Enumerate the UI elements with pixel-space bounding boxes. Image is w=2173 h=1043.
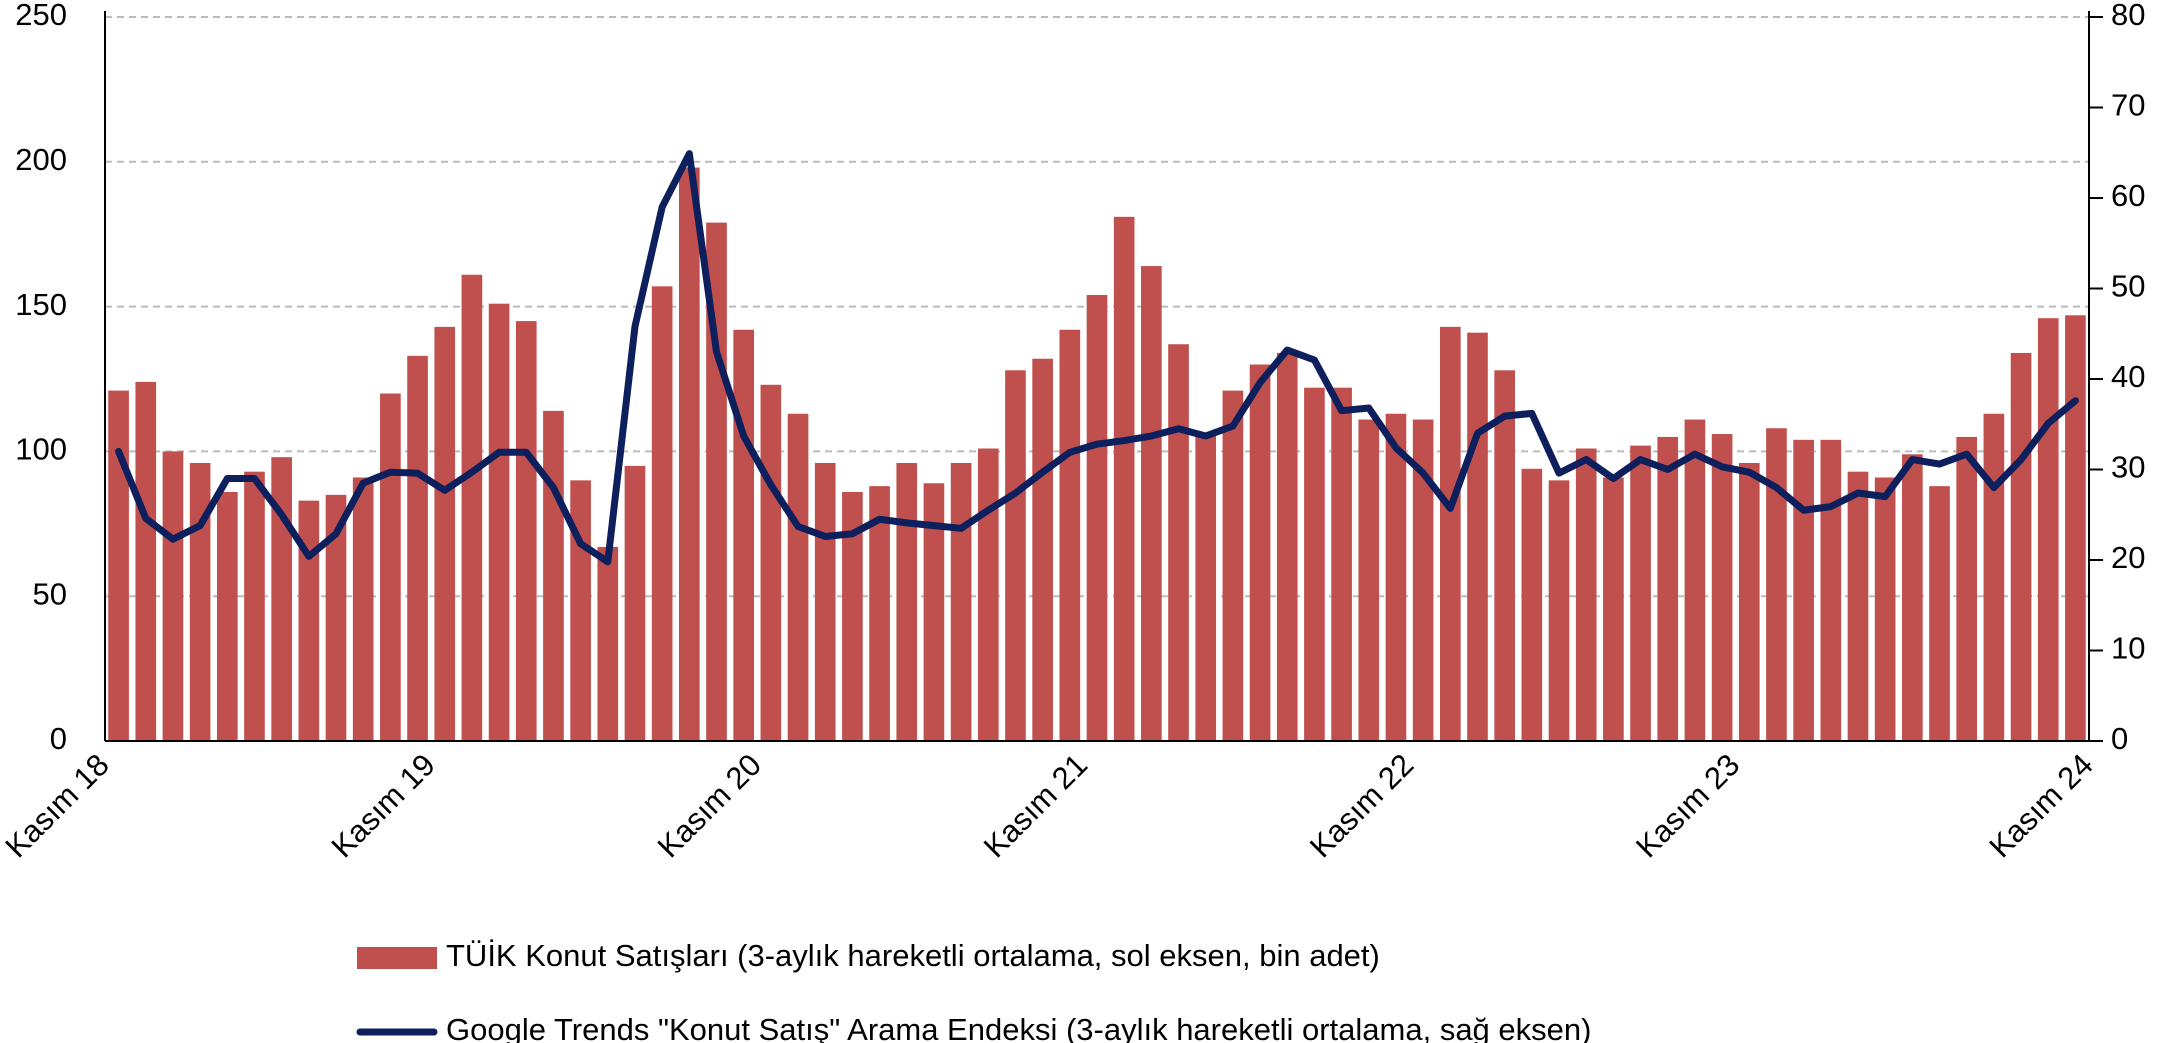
bar xyxy=(162,451,184,741)
bar xyxy=(1494,370,1515,741)
bar xyxy=(1630,445,1651,741)
bar xyxy=(1738,462,1760,741)
bar xyxy=(679,167,700,742)
y2-tick-label: 0 xyxy=(2111,721,2128,756)
bar xyxy=(108,390,129,741)
bar xyxy=(597,546,619,741)
bar xyxy=(515,321,537,741)
bar xyxy=(1032,358,1053,741)
x-tick-label: Kasım 23 xyxy=(1629,747,1746,864)
bar xyxy=(1929,486,1950,741)
bar xyxy=(244,471,265,741)
bar xyxy=(1358,419,1380,741)
y2-tick-label: 10 xyxy=(2111,631,2145,666)
y2-tick-label: 30 xyxy=(2111,450,2145,485)
bar xyxy=(1059,329,1081,741)
legend-swatch xyxy=(357,947,437,969)
bar xyxy=(298,500,320,741)
y2-tick-label: 20 xyxy=(2111,540,2145,575)
y-tick-label: 250 xyxy=(15,0,67,32)
bar xyxy=(1521,468,1543,741)
bar xyxy=(1575,448,1597,741)
bar xyxy=(842,491,863,741)
bar xyxy=(2037,318,2059,741)
bar xyxy=(407,355,428,741)
bar xyxy=(1222,390,1244,741)
bar xyxy=(1168,344,1189,741)
x-tick-label: Kasım 24 xyxy=(1982,747,2099,864)
bar xyxy=(1820,439,1842,741)
bar xyxy=(189,462,211,741)
bar xyxy=(1874,477,1896,741)
bar xyxy=(1249,364,1271,741)
bar xyxy=(1086,295,1108,741)
bar xyxy=(135,381,157,741)
bar xyxy=(1793,439,1814,741)
bar xyxy=(1548,480,1570,741)
bar xyxy=(543,410,564,741)
bar xyxy=(1141,266,1162,741)
y2-tick-label: 40 xyxy=(2111,359,2145,394)
y-tick-label: 0 xyxy=(50,721,67,756)
bar xyxy=(1711,434,1733,741)
bar xyxy=(1276,352,1298,741)
bar xyxy=(760,384,782,741)
y-tick-label: 200 xyxy=(15,142,67,177)
bar xyxy=(950,462,972,741)
x-tick-label: Kasım 19 xyxy=(325,747,442,864)
legend-label: Google Trends "Konut Satış" Arama Endeks… xyxy=(446,1012,1591,1043)
bar xyxy=(2065,315,2086,741)
bar xyxy=(1983,413,2005,741)
bar xyxy=(325,494,347,741)
bar xyxy=(977,448,999,741)
y2-tick-label: 70 xyxy=(2111,88,2145,123)
y-tick-label: 150 xyxy=(15,287,67,322)
bar xyxy=(1304,387,1325,741)
bar xyxy=(1603,477,1624,741)
line xyxy=(115,150,2079,566)
x-tick-label: Kasım 18 xyxy=(0,747,116,864)
y-tick-label: 50 xyxy=(33,576,67,611)
bar xyxy=(1684,419,1706,741)
bar xyxy=(1412,419,1434,741)
y2-tick-label: 50 xyxy=(2111,269,2145,304)
x-tick-label: Kasım 20 xyxy=(651,747,768,864)
bar xyxy=(461,274,483,741)
bar xyxy=(733,329,755,741)
bar xyxy=(1113,216,1135,742)
bar xyxy=(651,286,673,741)
y-tick-label: 100 xyxy=(15,432,67,467)
bar xyxy=(1956,436,1978,741)
legend-label: TÜİK Konut Satışları (3-aylık hareketli … xyxy=(446,938,1380,973)
x-tick-label: Kasım 21 xyxy=(977,747,1094,864)
bar xyxy=(434,326,456,741)
bar xyxy=(488,303,510,741)
bar xyxy=(787,413,809,741)
bar xyxy=(1439,326,1461,741)
bar xyxy=(869,486,890,741)
bar xyxy=(814,462,836,741)
y2-tick-label: 60 xyxy=(2111,178,2145,213)
bar xyxy=(570,480,591,741)
bar xyxy=(1385,413,1407,741)
bar xyxy=(2010,352,2032,741)
bar xyxy=(1847,471,1869,741)
bar xyxy=(1657,436,1679,741)
bar xyxy=(1766,428,1787,741)
bar xyxy=(896,462,918,741)
bar xyxy=(1902,454,1923,741)
bar xyxy=(380,393,401,741)
y2-tick-label: 80 xyxy=(2111,0,2145,32)
bar xyxy=(1467,332,1488,741)
bar xyxy=(352,477,374,741)
bar xyxy=(1195,434,1217,741)
bar xyxy=(706,222,727,742)
bar xyxy=(1005,370,1026,741)
bar xyxy=(216,491,238,741)
bar xyxy=(624,465,646,741)
bar xyxy=(923,483,945,741)
bar xyxy=(1331,387,1352,741)
x-tick-label: Kasım 22 xyxy=(1303,747,1420,864)
